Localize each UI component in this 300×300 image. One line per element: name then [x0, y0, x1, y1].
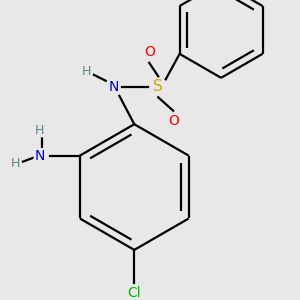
Text: O: O	[168, 114, 178, 128]
Text: N: N	[108, 80, 119, 94]
Text: O: O	[144, 45, 155, 59]
Text: H: H	[82, 65, 91, 78]
Text: H: H	[11, 157, 20, 169]
Text: S: S	[153, 79, 163, 94]
Text: H: H	[35, 124, 44, 137]
Text: N: N	[34, 148, 45, 163]
Text: Cl: Cl	[128, 286, 141, 300]
